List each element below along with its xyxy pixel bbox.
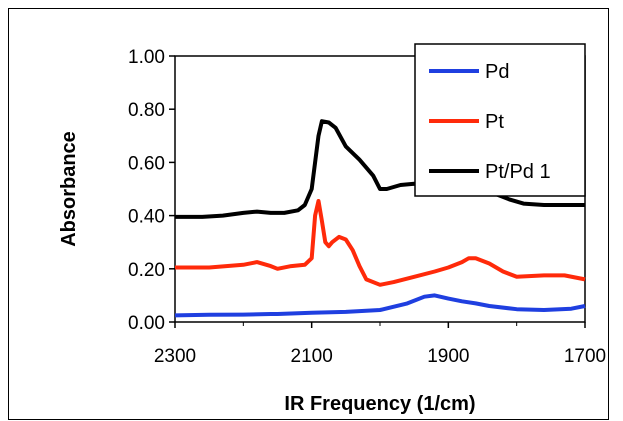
series-line-0 — [174, 293, 586, 318]
series-line-1 — [175, 199, 586, 287]
x-tick-label: 2100 — [291, 346, 333, 367]
y-tick-label: 0.00 — [128, 313, 165, 334]
y-tick-label: 0.80 — [128, 100, 165, 121]
y-axis: 0.00 0.20 0.40 0.60 0.80 1.00 — [128, 47, 175, 334]
legend-label: Pd — [485, 61, 509, 83]
legend-label: Pt/Pd 1 — [485, 161, 551, 183]
x-axis: 2300 2100 1900 1700 — [154, 322, 606, 367]
x-tick-label: 1700 — [564, 346, 606, 367]
legend-label: Pt — [485, 111, 504, 133]
y-tick-label: 0.40 — [128, 207, 165, 228]
x-tick-label: 1900 — [427, 346, 469, 367]
y-tick-label: 1.00 — [128, 47, 165, 68]
y-tick-label: 0.60 — [128, 153, 165, 174]
x-axis-title: IR Frequency (1/cm) — [284, 393, 475, 415]
legend: Pd Pt Pt/Pd 1 — [414, 43, 586, 197]
y-axis-title: Absorbance — [58, 131, 80, 247]
x-tick-label: 2300 — [154, 346, 196, 367]
y-tick-label: 0.20 — [128, 260, 165, 281]
